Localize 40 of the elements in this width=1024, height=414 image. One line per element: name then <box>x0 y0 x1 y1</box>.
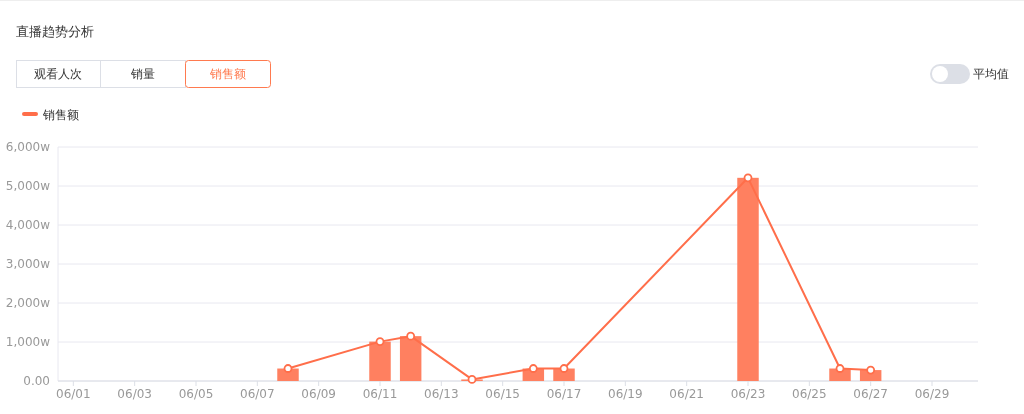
x-tick-label: 06/01 <box>56 387 91 401</box>
x-tick-label: 06/25 <box>792 387 827 401</box>
bar <box>369 341 391 381</box>
y-tick-label: 6,000w <box>5 140 51 154</box>
chart-title: 直播趋势分析 <box>16 24 94 39</box>
bar <box>737 177 759 381</box>
x-tick-label: 06/29 <box>914 387 950 401</box>
x-tick-label: 06/21 <box>669 387 704 401</box>
y-tick-label: 3,000w <box>5 257 51 271</box>
x-tick-label: 06/27 <box>853 387 888 401</box>
point <box>743 173 753 183</box>
y-tick-label: 0.00 <box>23 374 50 388</box>
point <box>375 337 385 347</box>
legend-label: 销售额 <box>42 107 79 122</box>
x-tick-label: 06/15 <box>485 387 520 401</box>
x-tick-label: 06/03 <box>117 387 152 401</box>
text: 销售额 <box>208 67 246 81</box>
point <box>835 364 845 373</box>
point <box>866 365 876 375</box>
text: 平均值 <box>973 67 1009 81</box>
text: 观看人次 <box>34 67 82 81</box>
x-tick-label: 06/19 <box>608 387 643 401</box>
point <box>528 364 538 373</box>
text: 销量 <box>129 67 155 81</box>
x-tick-label: 06/07 <box>240 387 275 401</box>
y-tick-label: 4,000w <box>5 218 51 232</box>
point <box>559 364 569 373</box>
point <box>406 331 416 341</box>
x-tick-label: 06/09 <box>301 387 336 401</box>
x-tick-label: 06/17 <box>546 387 582 401</box>
x-tick-label: 06/05 <box>178 387 214 401</box>
y-tick-label: 1,000w <box>5 335 51 349</box>
y-tick-label: 2,000w <box>5 296 51 310</box>
y-tick-label: 5,000w <box>5 179 51 193</box>
x-tick-label: 06/13 <box>424 387 459 401</box>
bar <box>399 336 422 381</box>
x-tick-label: 06/11 <box>362 387 398 401</box>
point <box>467 375 477 384</box>
point <box>283 364 293 373</box>
x-tick-label: 06/23 <box>730 387 766 401</box>
